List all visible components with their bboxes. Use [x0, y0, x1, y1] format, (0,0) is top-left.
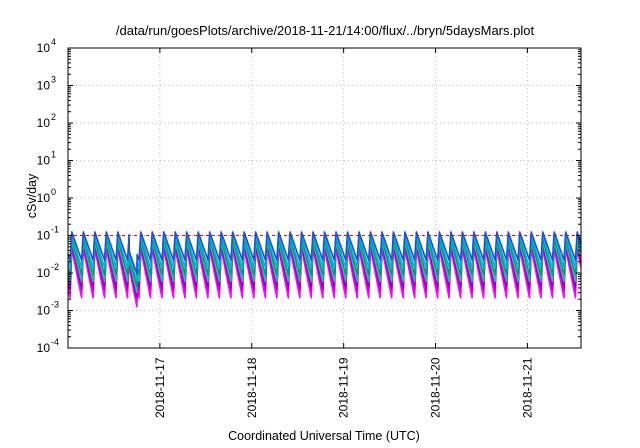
y-tick-label-exp: 4: [51, 37, 56, 47]
y-tick-label: 10: [37, 116, 51, 130]
y-axis-label: cSv/day: [25, 173, 39, 218]
y-tick-label: 10: [37, 41, 51, 55]
x-tick-label: 2018-11-17: [153, 357, 167, 418]
y-tick-label: 10: [37, 79, 51, 93]
y-tick-label: 10: [37, 304, 51, 318]
y-tick-label-exp: 0: [51, 187, 56, 197]
grid-lines: [68, 48, 581, 348]
y-tick-label-exp: 1: [51, 150, 56, 160]
y-tick-label-exp: -2: [51, 262, 59, 272]
y-tick-label-base: 10: [37, 304, 51, 318]
y-tick-label-base: 10: [37, 229, 51, 243]
y-tick-label: 10: [37, 341, 51, 355]
y-tick-label-exp: -1: [51, 225, 59, 235]
series-group: [67, 231, 582, 308]
y-tick-label-base: 10: [37, 341, 51, 355]
x-tick-label: 2018-11-21: [520, 357, 534, 418]
y-tick-label-base: 10: [37, 79, 51, 93]
y-tick-label-base: 10: [37, 116, 51, 130]
y-tick-label: 10: [37, 266, 51, 280]
y-tick-label-base: 10: [37, 154, 51, 168]
y-tick-label-base: 10: [37, 266, 51, 280]
x-tick-label: 2018-11-20: [429, 357, 443, 418]
y-tick-label-base: 10: [37, 191, 51, 205]
y-tick-label: 10: [37, 191, 51, 205]
x-ticks: 2018-11-17 2018-11-18 2018-11-19 2018-11-20…: [153, 48, 534, 418]
x-axis-label: Coordinated Universal Time (UTC): [228, 429, 420, 443]
y-tick-label: 10: [37, 154, 51, 168]
y-tick-label-base: 10: [37, 41, 51, 55]
y-tick-label: 10: [37, 229, 51, 243]
y-tick-label-exp: -4: [51, 337, 59, 347]
series-line-6: [67, 231, 582, 275]
y-tick-label-exp: 2: [51, 112, 56, 122]
chart-title: /data/run/goesPlots/archive/2018-11-21/1…: [116, 23, 535, 38]
x-tick-label: 2018-11-19: [337, 357, 351, 418]
x-tick-label: 2018-11-18: [245, 357, 259, 418]
y-tick-label-exp: 3: [51, 75, 56, 85]
y-tick-label-exp: -3: [51, 300, 59, 310]
